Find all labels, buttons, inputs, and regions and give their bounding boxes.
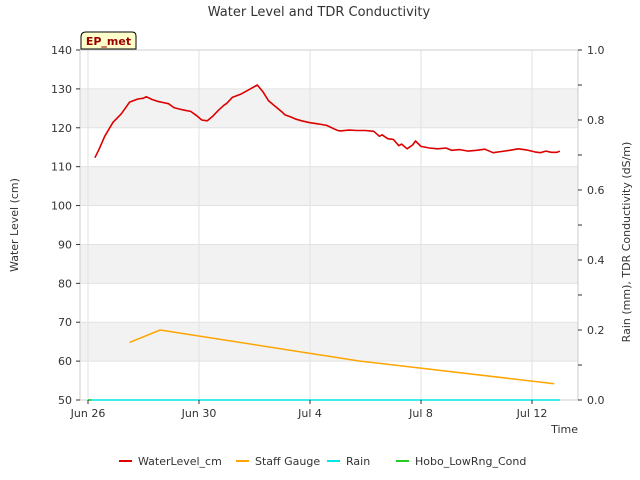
background-band [80,244,578,284]
y-left-tick-label: 60 [58,355,72,368]
background-band [80,166,578,206]
x-tick-label: Jun 26 [70,407,106,420]
series-layer [88,84,561,401]
y-right-tick-label: 0.4 [587,254,605,267]
x-tick-label: Jul 8 [408,407,433,420]
background-band [80,88,578,128]
station-badge: EP_met [80,31,137,50]
x-tick-label: Jun 30 [181,407,217,420]
y-left-tick-label: 90 [58,238,72,251]
y-axis-right-label: Rain (mm), TDR Conductivity (dS/m) [620,142,633,343]
y-right-tick-label: 1.0 [587,44,605,57]
y-axis-right: 0.0 0.2 0.4 0.6 0.8 1.0 [578,44,605,407]
y-right-tick-label: 0.2 [587,324,605,337]
y-right-tick-label: 0.6 [587,184,605,197]
y-left-tick-label: 110 [51,161,72,174]
y-right-tick-label: 0.8 [587,114,605,127]
legend-label-waterlevel-cm: WaterLevel_cm [138,455,222,468]
plot-background-bands [80,88,578,362]
y-left-tick-label: 140 [51,44,72,57]
y-left-tick-label: 130 [51,83,72,96]
y-left-tick-label: 70 [58,316,72,329]
series-line-waterlevel-cm [94,84,561,159]
legend-label-rain: Rain [346,455,370,468]
station-badge-box [80,31,137,50]
legend-label-staff-gauge: Staff Gauge [255,455,320,468]
y-left-tick-label: 100 [51,200,72,213]
y-right-tick-label: 0.0 [587,394,605,407]
legend-label-hobo-lowrng-cond: Hobo_LowRng_Cond [415,455,526,468]
background-band [80,322,578,362]
x-tick-label: Jul 4 [297,407,322,420]
x-axis: Jun 26 Jun 30 Jul 4 Jul 8 Jul 12 [70,400,548,420]
station-badge-label: EP_met [86,35,131,48]
x-tick-label: Jul 12 [516,407,548,420]
x-axis-label: Time [550,423,578,436]
gridlines [80,49,578,401]
y-left-tick-label: 50 [58,394,72,407]
chart-title: Water Level and TDR Conductivity [208,5,431,20]
y-left-tick-label: 120 [51,122,72,135]
y-left-tick-label: 80 [58,277,72,290]
series-line-staff-gauge [129,329,555,385]
legend: WaterLevel_cm Staff Gauge Rain Hobo_LowRng_… [119,455,526,468]
y-axis-left: 50 60 70 80 90 100 110 120 130 140 [51,44,80,407]
y-axis-left-label: Water Level (cm) [8,178,21,272]
